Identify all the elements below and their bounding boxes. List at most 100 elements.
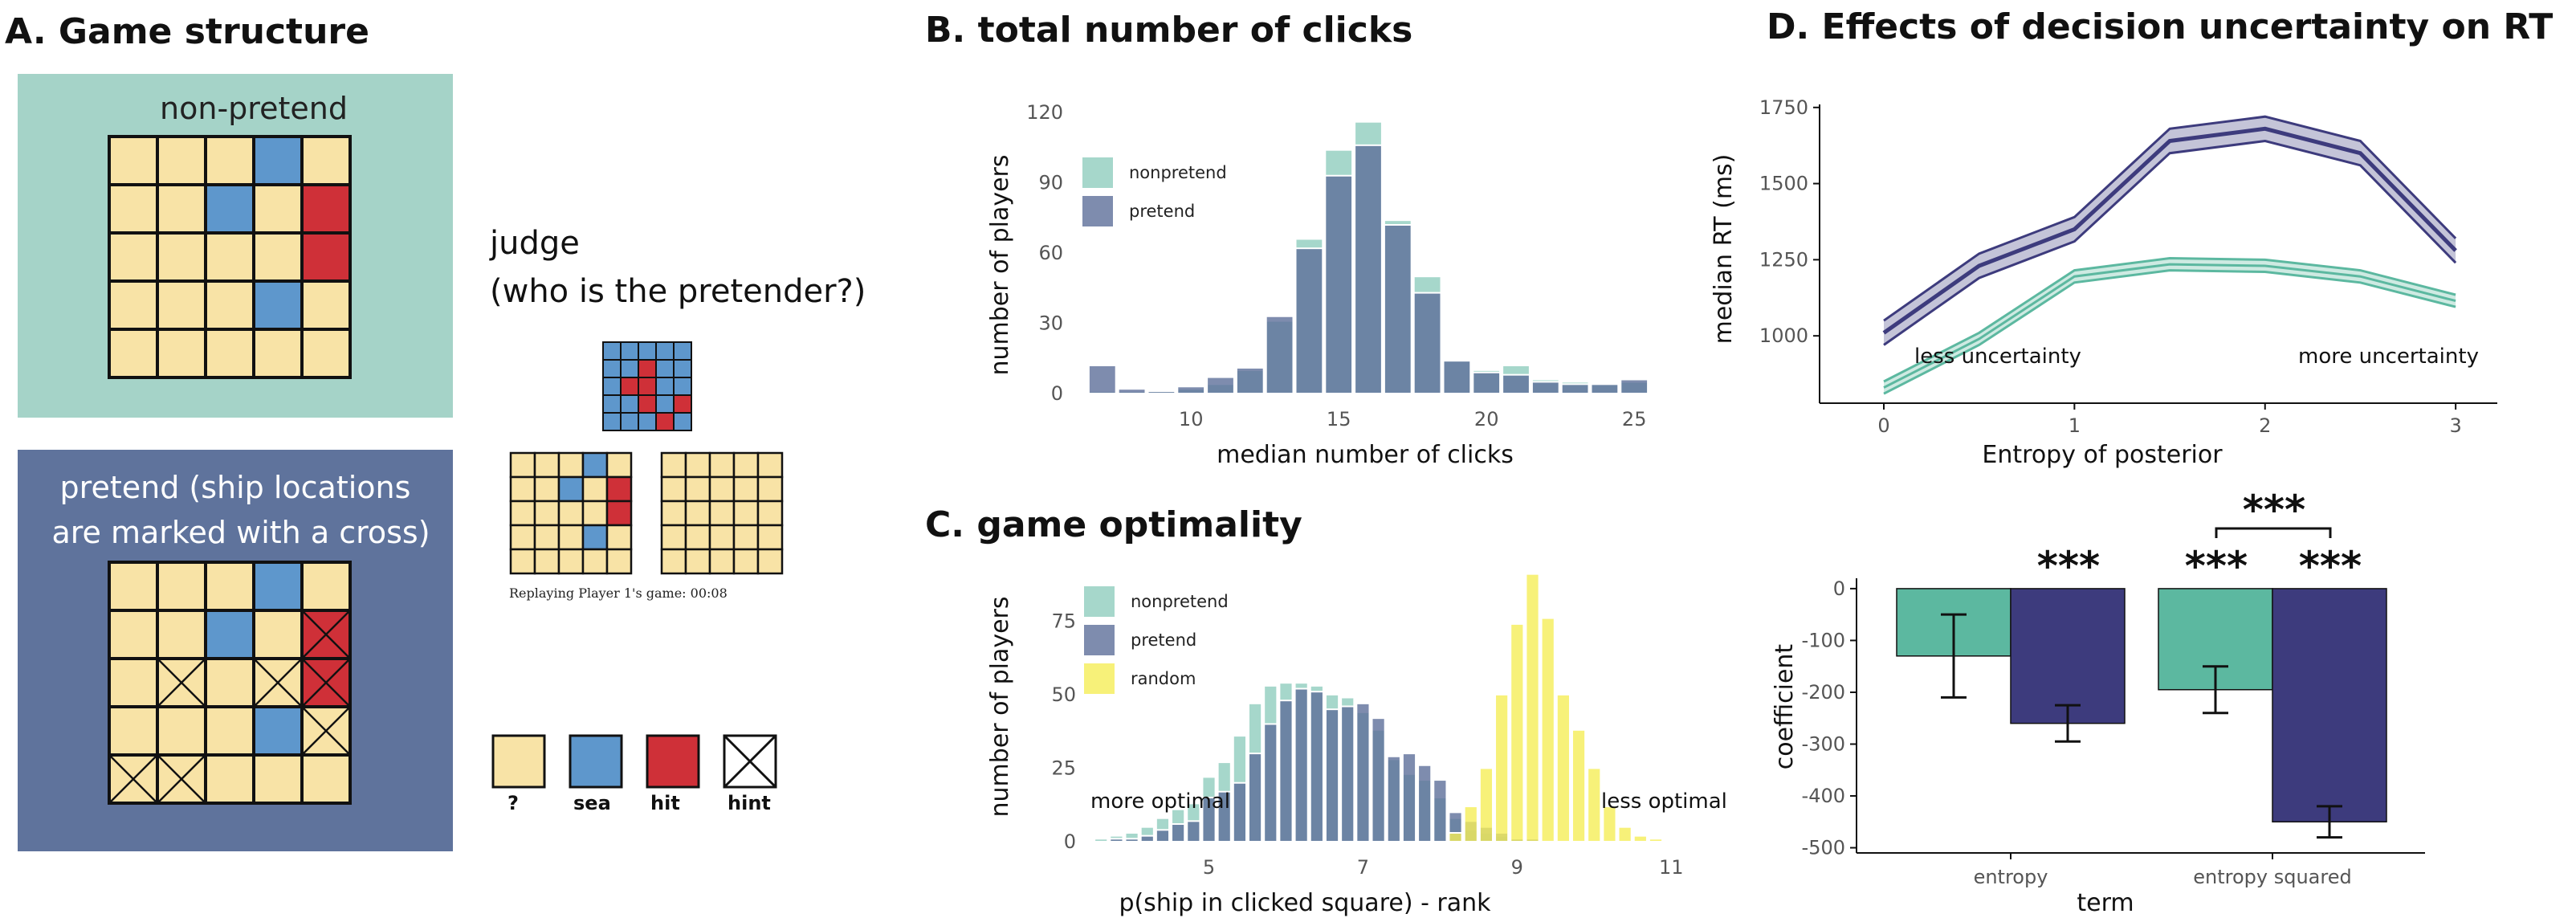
grid-cell bbox=[204, 705, 255, 757]
grid-cell bbox=[732, 451, 760, 479]
grid-cell bbox=[620, 394, 639, 414]
x-tick-label: 0 bbox=[1877, 414, 1889, 437]
x-tick-label: 3 bbox=[2449, 414, 2461, 437]
bar-pretend bbox=[1155, 829, 1171, 843]
grid-cell bbox=[156, 705, 207, 757]
grid-cell bbox=[605, 475, 633, 503]
y-tick-label: 30 bbox=[1038, 312, 1063, 335]
hint-cross bbox=[108, 754, 158, 804]
panel-b-xlabel: median number of clicks bbox=[1217, 441, 1514, 469]
grid-cell bbox=[300, 135, 352, 186]
bar-pretend bbox=[1265, 315, 1294, 394]
bar-pretend bbox=[1401, 753, 1417, 843]
panel-d1-xlabel: Entropy of posterior bbox=[1982, 441, 2223, 469]
bar-random bbox=[1602, 806, 1617, 843]
rt-line-chart: 1000 1250 1500 1750 0 1 2 3 less uncertainty more… bbox=[1759, 96, 2497, 437]
x-tick-label: 15 bbox=[1327, 408, 1351, 430]
y-tick-label: 25 bbox=[1051, 757, 1076, 779]
bar-pretend bbox=[1442, 360, 1472, 394]
bar-pretend bbox=[1324, 708, 1340, 842]
grid-cell bbox=[156, 609, 207, 660]
grid-cell bbox=[655, 341, 675, 361]
bar-pretend bbox=[1217, 790, 1232, 843]
significance-stars: *** bbox=[2037, 543, 2100, 590]
bar-pretend bbox=[1472, 371, 1502, 394]
bar-random bbox=[1540, 617, 1555, 842]
grid-cell bbox=[673, 341, 692, 361]
grid-cell bbox=[605, 451, 633, 479]
bar-pretend bbox=[1309, 691, 1324, 843]
grid-cell bbox=[300, 328, 352, 379]
replay-caption: Replaying Player 1's game: 00:08 bbox=[509, 585, 728, 601]
grid-cell bbox=[252, 231, 304, 283]
grid-cell bbox=[252, 705, 304, 757]
bar-random bbox=[1448, 832, 1463, 842]
coefficient-bar-chart: 0 -100 -200 -300 -400 -500 entropy entropy squa… bbox=[1802, 487, 2425, 888]
grid-cell bbox=[204, 753, 255, 805]
bar-pretend bbox=[1247, 753, 1263, 843]
grid-cell bbox=[684, 524, 711, 551]
grid-cell bbox=[252, 135, 304, 186]
y-tick-label: 50 bbox=[1051, 683, 1076, 706]
grid-cell bbox=[655, 412, 675, 431]
bar-pretend bbox=[1386, 755, 1401, 843]
key-label-sea: sea bbox=[573, 792, 611, 814]
bar-pretend bbox=[1186, 820, 1201, 843]
grid-cell bbox=[708, 500, 736, 527]
bar-pretend bbox=[1176, 386, 1206, 394]
y-tick-label: 75 bbox=[1051, 610, 1076, 632]
x-tick-label: 10 bbox=[1179, 408, 1204, 430]
cell-key-legend: ? sea hit hint bbox=[491, 734, 777, 814]
grid-cell bbox=[156, 561, 207, 612]
hint-cross bbox=[253, 658, 303, 708]
y-tick-label: -400 bbox=[1802, 785, 1845, 807]
grid-cell bbox=[660, 451, 687, 479]
grid-cell bbox=[300, 231, 352, 283]
grid-cell bbox=[660, 475, 687, 503]
y-tick-label: 1000 bbox=[1759, 324, 1808, 347]
ci-edge-nonpretend bbox=[1883, 269, 2456, 395]
grid-cell bbox=[655, 359, 675, 378]
grid-cell bbox=[673, 394, 692, 414]
significance-stars: *** bbox=[2299, 543, 2362, 590]
grid-cell bbox=[602, 341, 622, 361]
grid-cell bbox=[108, 279, 159, 331]
judge-label: judge bbox=[489, 225, 580, 262]
grid-cell bbox=[557, 548, 585, 575]
blank-grid bbox=[660, 451, 784, 575]
grid-cell bbox=[252, 609, 304, 660]
hint-cross bbox=[157, 754, 206, 804]
annotation-more-uncertainty: more uncertainty bbox=[2298, 345, 2479, 369]
grid-cell bbox=[108, 328, 159, 379]
significance-stars: *** bbox=[2185, 543, 2248, 590]
grid-cell bbox=[204, 609, 255, 660]
grid-cell bbox=[708, 524, 736, 551]
y-tick-label: 0 bbox=[1833, 577, 1845, 600]
grid-cell bbox=[605, 500, 633, 527]
ci-edge-nonpretend bbox=[1883, 256, 2456, 383]
clicks-histogram: 0 30 60 90 120 10 15 20 25 nonpretend pretend bbox=[1026, 101, 1649, 430]
grid-cell bbox=[509, 524, 536, 551]
grid-cell bbox=[108, 705, 159, 757]
panel-d: D. Effects of decision uncertainty on RT… bbox=[1710, 6, 2553, 917]
nonpretend-label: non-pretend bbox=[160, 91, 348, 126]
grid-cell bbox=[581, 475, 609, 503]
grid-cell bbox=[638, 341, 657, 361]
grid-cell bbox=[620, 359, 639, 378]
grid-cell bbox=[156, 328, 207, 379]
key-swatch-sea bbox=[569, 734, 623, 789]
bar-pretend bbox=[1109, 838, 1124, 842]
coef-bar-pretend bbox=[2272, 588, 2387, 823]
bar-pretend bbox=[1355, 702, 1371, 843]
grid-cell bbox=[673, 377, 692, 396]
bar-pretend bbox=[1171, 823, 1186, 842]
legend-label-nonpretend: nonpretend bbox=[1131, 592, 1229, 611]
grid-cell bbox=[732, 524, 760, 551]
annotation-more-optimal: more optimal bbox=[1090, 789, 1230, 814]
grid-cell bbox=[204, 279, 255, 331]
panel-b: B. total number of clicks 0 30 60 90 120 10 15… bbox=[925, 10, 1649, 469]
grid-cell bbox=[708, 548, 736, 575]
bar-pretend bbox=[1235, 366, 1265, 394]
line-nonpretend bbox=[1883, 263, 2456, 389]
grid-cell bbox=[602, 359, 622, 378]
